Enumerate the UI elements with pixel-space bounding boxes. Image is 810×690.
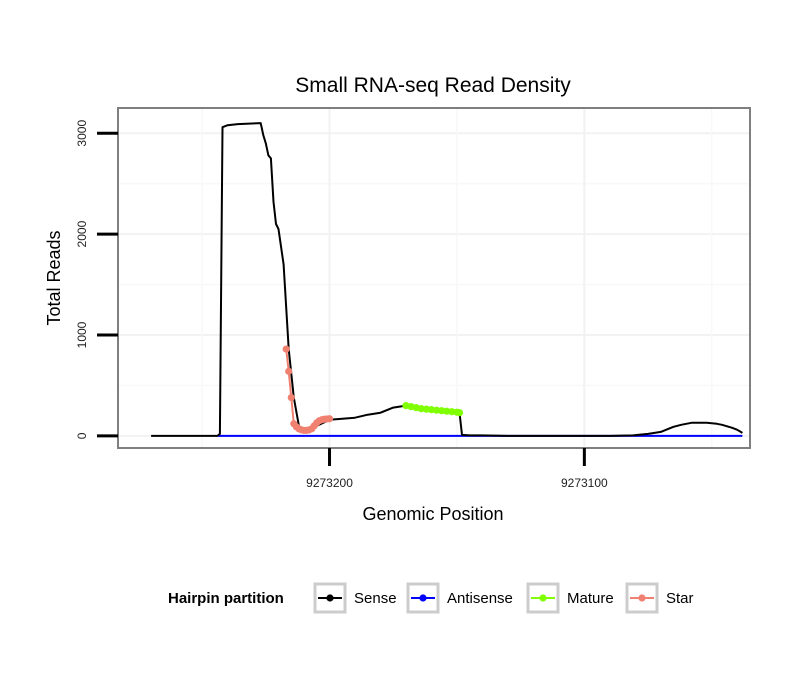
legend: Sense Antisense Mature Star <box>313 582 694 614</box>
chart-title: Small RNA-seq Read Density <box>295 74 571 97</box>
axes: 0 1000 2000 3000 9273200 9273100 <box>75 120 608 490</box>
legend-key-point <box>638 594 646 602</box>
plot-border <box>117 107 751 449</box>
legend-title: Hairpin partition <box>168 590 284 607</box>
series-mature <box>402 402 464 417</box>
star-point <box>325 415 334 423</box>
x-tick-label: 9273200 <box>306 476 353 490</box>
star-point <box>287 393 295 402</box>
legend-label: Sense <box>354 590 397 607</box>
legend-key-point <box>539 594 547 602</box>
y-tick-label: 3000 <box>75 120 89 147</box>
y-axis-title: Total Reads <box>44 230 64 325</box>
series-layer <box>151 122 743 437</box>
y-tick-label: 0 <box>75 432 89 439</box>
y-tick-label: 2000 <box>75 220 89 247</box>
legend-item-antisense: Antisense <box>406 582 513 614</box>
x-tick-label: 9273100 <box>561 476 608 490</box>
star-point <box>282 345 290 353</box>
star-point <box>285 367 293 375</box>
y-tick-label: 1000 <box>75 321 89 348</box>
series-star <box>282 345 334 434</box>
plot-background <box>118 108 750 448</box>
legend-label: Mature <box>567 590 614 607</box>
legend-item-sense: Sense <box>313 582 397 614</box>
mature-point <box>455 409 464 417</box>
legend-label: Antisense <box>447 590 513 607</box>
legend-label: Star <box>666 590 694 607</box>
x-axis-title: Genomic Position <box>362 504 503 524</box>
legend-item-star: Star <box>625 582 694 614</box>
legend-item-mature: Mature <box>526 582 614 614</box>
legend-key-point <box>419 594 427 602</box>
legend-key-point <box>326 594 334 602</box>
